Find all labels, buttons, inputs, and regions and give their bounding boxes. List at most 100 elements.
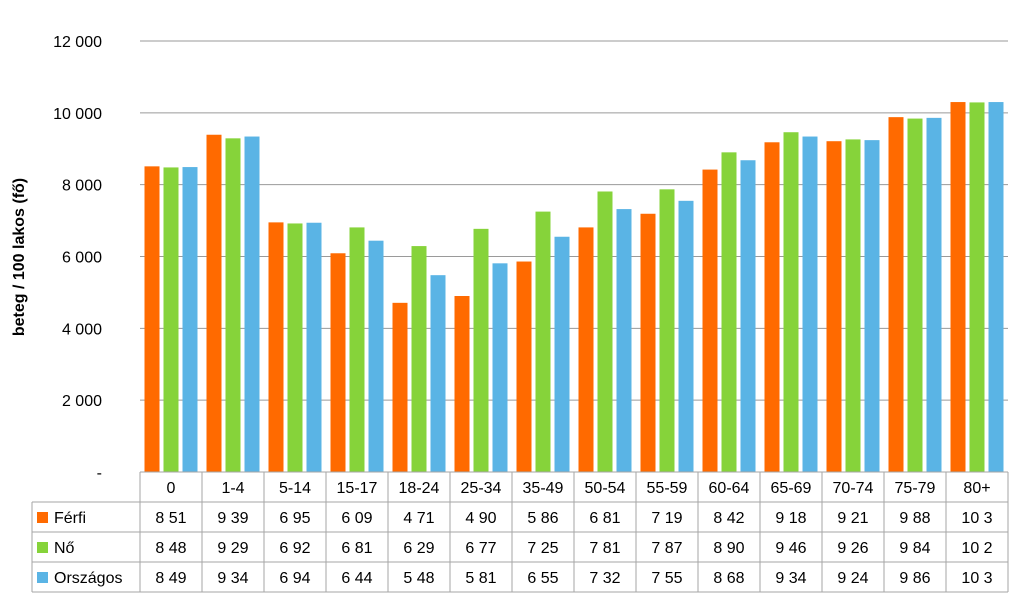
category-label: 35-49 (523, 480, 564, 497)
data-label: 7 19 (651, 510, 682, 527)
data-label: 7 55 (651, 570, 682, 587)
data-label: 9 21 (837, 510, 868, 527)
bar-orsz-gos-80+ (988, 102, 1004, 472)
bar-f-rfi-55-59 (640, 213, 656, 473)
bar-orsz-gos-55-59 (678, 200, 694, 472)
bar-n--75-79 (907, 118, 923, 472)
bar-orsz-gos-75-79 (926, 117, 942, 472)
data-label: 7 87 (651, 540, 682, 557)
bar-n--15-17 (349, 227, 365, 472)
bar-n--55-59 (659, 189, 675, 473)
data-label: 6 94 (279, 570, 310, 587)
y-tick-label: - (97, 465, 102, 482)
data-label: 6 81 (589, 510, 620, 527)
bar-f-rfi-1-4 (206, 134, 222, 472)
bar-n--60-64 (721, 152, 737, 472)
bar-n--5-14 (287, 223, 303, 472)
bar-orsz-gos-25-34 (492, 263, 508, 472)
bar-n--70-74 (845, 139, 861, 472)
bar-n--80+ (969, 102, 985, 472)
data-label: 5 48 (403, 570, 434, 587)
y-tick-label: 10 000 (53, 106, 102, 123)
data-label: 6 29 (403, 540, 434, 557)
bar-n--1-4 (225, 138, 241, 472)
y-tick-label: 6 000 (62, 250, 102, 267)
bar-orsz-gos-35-49 (554, 236, 570, 472)
bar-orsz-gos-65-69 (802, 136, 818, 472)
bar-n--50-54 (597, 191, 613, 472)
data-label: 9 84 (899, 540, 930, 557)
bar-n--35-49 (535, 211, 551, 472)
bar-f-rfi-35-49 (516, 261, 532, 472)
bar-n--65-69 (783, 132, 799, 472)
bar-f-rfi-15-17 (330, 253, 346, 472)
data-label: 5 81 (465, 570, 496, 587)
category-label: 15-17 (337, 480, 378, 497)
bar-f-rfi-25-34 (454, 296, 470, 472)
legend-swatch (37, 512, 48, 523)
legend-label: Nő (54, 540, 75, 557)
data-label: 9 29 (217, 540, 248, 557)
data-label: 6 09 (341, 510, 372, 527)
data-label: 6 55 (527, 570, 558, 587)
data-label: 7 81 (589, 540, 620, 557)
data-label: 6 95 (279, 510, 310, 527)
data-table: 0 1-4 5-14 15-17 18-24 25-34 35-49 50-54 55-59 60… (31, 471, 1009, 593)
data-label: 8 49 (155, 570, 186, 587)
bar-n--18-24 (411, 246, 427, 472)
data-label: 6 44 (341, 570, 372, 587)
data-label: 8 51 (155, 510, 186, 527)
y-tick-label: 2 000 (62, 393, 102, 410)
bar-f-rfi-70-74 (826, 141, 842, 472)
data-label: 8 42 (713, 510, 744, 527)
data-label: 8 68 (713, 570, 744, 587)
bar-orsz-gos-50-54 (616, 209, 632, 472)
y-tick-label: 4 000 (62, 321, 102, 338)
bar-f-rfi-0 (144, 166, 160, 472)
y-tick-label: 12 000 (53, 34, 102, 51)
data-label: 9 24 (837, 570, 868, 587)
bar-f-rfi-75-79 (888, 117, 904, 472)
bar-f-rfi-80+ (950, 102, 966, 472)
bar-orsz-gos-5-14 (306, 222, 322, 472)
data-label: 7 32 (589, 570, 620, 587)
legend-swatch (37, 542, 48, 553)
category-label: 55-59 (647, 480, 688, 497)
bars (144, 102, 1004, 473)
data-label: 9 26 (837, 540, 868, 557)
data-label: 9 46 (775, 540, 806, 557)
bar-n--25-34 (473, 228, 489, 472)
data-label: 8 48 (155, 540, 186, 557)
category-label: 75-79 (895, 480, 936, 497)
y-axis-label: beteg / 100 lakos (fő) (11, 178, 28, 336)
category-label: 70-74 (833, 480, 874, 497)
data-label: 7 25 (527, 540, 558, 557)
data-label: 9 18 (775, 510, 806, 527)
data-label: 10 3 (961, 510, 992, 527)
category-label: 60-64 (709, 480, 750, 497)
category-label: 25-34 (461, 480, 502, 497)
data-label: 9 34 (217, 570, 248, 587)
data-label: 9 39 (217, 510, 248, 527)
category-label: 18-24 (399, 480, 440, 497)
legend-label: Országos (54, 570, 122, 587)
data-label: 4 71 (403, 510, 434, 527)
data-label: 6 77 (465, 540, 496, 557)
bar-orsz-gos-60-64 (740, 160, 756, 472)
gridlines (140, 40, 1008, 401)
legend-label: Férfi (54, 510, 86, 527)
bar-f-rfi-5-14 (268, 222, 284, 472)
bar-n--0 (163, 167, 179, 472)
data-label: 6 81 (341, 540, 372, 557)
data-label: 9 88 (899, 510, 930, 527)
category-label: 1-4 (221, 480, 244, 497)
bar-orsz-gos-18-24 (430, 275, 446, 472)
bar-f-rfi-60-64 (702, 169, 718, 472)
data-label: 4 90 (465, 510, 496, 527)
bar-f-rfi-65-69 (764, 142, 780, 472)
bar-orsz-gos-15-17 (368, 240, 384, 472)
bar-orsz-gos-0 (182, 167, 198, 472)
category-label: 0 (167, 480, 176, 497)
data-label: 10 3 (961, 570, 992, 587)
